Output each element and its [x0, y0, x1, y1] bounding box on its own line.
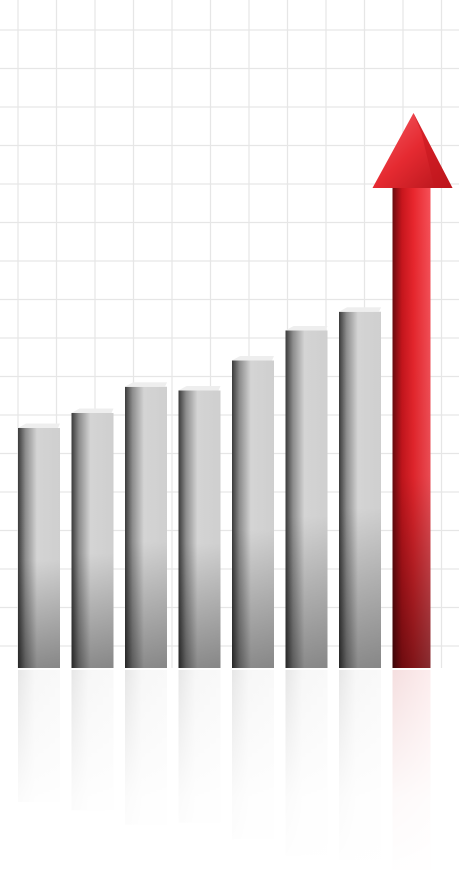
bar-top-cap — [71, 408, 114, 413]
chart-bars — [18, 307, 381, 668]
bar — [285, 326, 328, 668]
bar — [232, 356, 274, 668]
bar-shade — [232, 360, 274, 668]
bar-top-cap — [18, 423, 60, 428]
bar-top-cap — [285, 326, 328, 331]
bar-shade — [18, 428, 60, 668]
bar-top-cap — [125, 382, 167, 387]
bar — [125, 382, 167, 668]
bar-shade — [339, 311, 381, 668]
bar — [178, 386, 221, 668]
bar-shade — [285, 330, 328, 668]
bar — [18, 423, 60, 668]
bar — [71, 408, 114, 668]
arrow-shaft-shade — [392, 188, 431, 668]
reflection-fade — [0, 668, 459, 883]
bar-top-cap — [232, 356, 274, 361]
bar-shade — [178, 390, 221, 668]
bar-shade — [71, 413, 114, 668]
bar-top-cap — [339, 307, 381, 312]
bar-shade — [125, 386, 167, 668]
bar — [339, 307, 381, 668]
trend-arrow — [372, 113, 453, 668]
bar-top-cap — [178, 386, 221, 391]
arrow-head-shade — [413, 113, 453, 188]
